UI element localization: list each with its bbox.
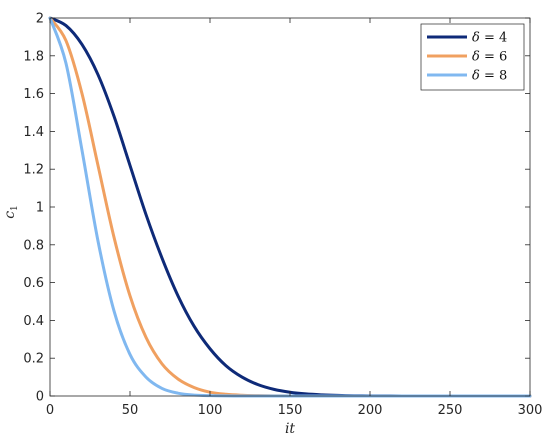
x-axis-ticks: 0 50 100 150 200 250 300 [46, 18, 543, 418]
legend-symbol: δ [472, 31, 480, 46]
y-tick-label: 1.2 [23, 163, 44, 178]
legend-items: δ = 4δ = 6δ = 8 [427, 31, 507, 84]
y-tick-label: 0.2 [23, 352, 44, 367]
y-tick-label: 0 [36, 390, 44, 405]
legend-value: = 6 [480, 50, 507, 65]
y-tick-label: 0.6 [23, 276, 44, 291]
y-tick-label: 1.4 [23, 125, 44, 140]
x-axis-label: it [285, 421, 295, 437]
y-tick-label: 2 [36, 12, 44, 27]
y-axis-ticks: 0 0.2 0.4 0.6 0.8 1 1.2 1.4 1.6 1.8 2 [23, 12, 530, 405]
legend-label: δ = 8 [472, 69, 507, 84]
y-tick-label: 1.6 [23, 87, 44, 102]
legend: δ = 4δ = 6δ = 8 [420, 23, 525, 91]
legend-value: = 8 [480, 69, 507, 84]
y-axis-label-main: c [2, 211, 18, 219]
x-tick-label: 100 [198, 403, 223, 418]
y-axis-label: c1 [2, 205, 20, 219]
y-tick-label: 0.8 [23, 238, 44, 253]
y-tick-label: 1 [36, 201, 44, 216]
legend-label: δ = 6 [472, 50, 507, 65]
y-tick-label: 1.8 [23, 49, 44, 64]
x-tick-label: 250 [438, 403, 463, 418]
x-tick-label: 150 [278, 403, 303, 418]
x-tick-label: 0 [46, 403, 54, 418]
x-tick-label: 50 [122, 403, 139, 418]
legend-value: = 4 [480, 31, 507, 46]
legend-label: δ = 4 [472, 31, 507, 46]
x-tick-label: 300 [518, 403, 543, 418]
y-tick-label: 0.4 [23, 314, 44, 329]
x-tick-label: 200 [358, 403, 383, 418]
y-axis-label-sub: 1 [10, 205, 20, 211]
legend-symbol: δ [472, 50, 480, 65]
legend-symbol: δ [472, 69, 480, 84]
